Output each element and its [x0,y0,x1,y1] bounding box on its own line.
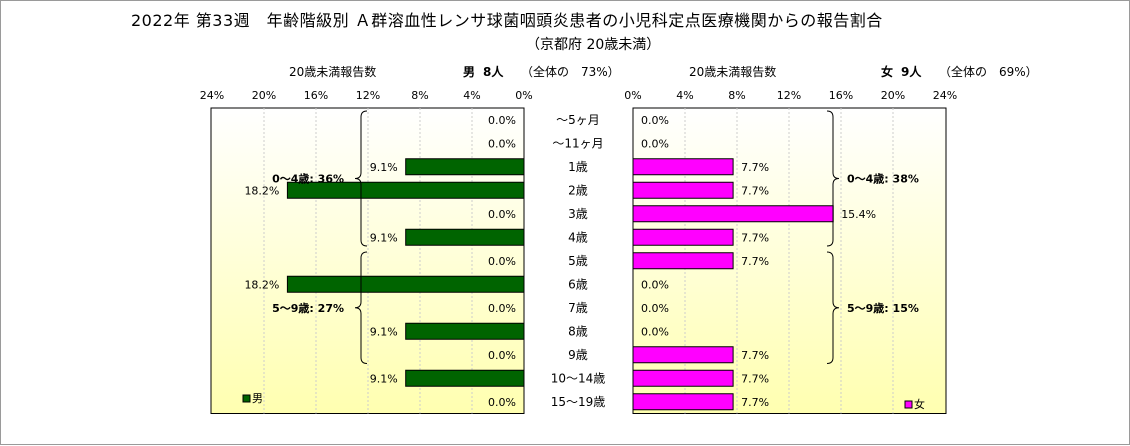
male-data-label: 9.1% [370,231,398,244]
left-share-label: （全体の 73%） [521,65,620,79]
right-x-tick-label: 20% [881,89,905,102]
chart-title: 2022年 第33週 年齢階級別 Ａ群溶血性レンサ球菌咽頭炎患者の小児科定点医療… [131,11,883,30]
female-bar [632,158,734,176]
female-bar [632,393,734,411]
left-group-label: 5〜9歳: 27% [272,301,344,315]
category-label: 8歳 [568,324,588,338]
right-group-label: 0〜4歳: 38% [847,172,919,186]
category-label: 2歳 [568,183,588,197]
right-x-tick-label: 0% [624,89,641,102]
female-data-label: 15.4% [841,208,876,221]
female-legend-swatch [904,400,913,409]
male-data-label: 9.1% [370,161,398,174]
right-x-tick-label: 8% [728,89,745,102]
left-group-brace [354,251,368,364]
category-label: 1歳 [568,160,588,174]
female-data-label: 7.7% [741,231,769,244]
female-data-label: 0.0% [641,137,669,150]
male-data-label: 0.0% [488,137,516,150]
right-group-brace [826,251,840,364]
left-x-tick-label: 8% [411,89,428,102]
female-data-label: 7.7% [741,349,769,362]
category-label: 6歳 [568,277,588,291]
male-data-label: 0.0% [488,302,516,315]
right-share-label: （全体の 69%） [939,65,1038,79]
male-data-label: 9.1% [370,372,398,385]
male-bar [405,228,525,246]
category-label: 〜11ヶ月 [552,136,603,150]
category-label: 4歳 [568,230,588,244]
chart-subtitle: （京都府 20歳未満） [526,37,661,53]
female-bar [632,369,734,387]
category-label: 10〜14歳 [551,371,606,385]
left-x-tick-label: 20% [252,89,276,102]
right-x-tick-label: 24% [933,89,957,102]
male-bar [405,158,525,176]
category-label: 9歳 [568,348,588,362]
female-data-label: 0.0% [641,114,669,127]
female-data-label: 7.7% [741,255,769,268]
female-data-label: 7.7% [741,396,769,409]
female-bar [632,346,734,364]
left-x-tick-label: 0% [515,89,532,102]
male-bar [405,369,525,387]
right-metric-label: 20歳未満報告数 [689,65,777,79]
right-sex-label: 女 [881,65,894,79]
male-data-label: 9.1% [370,325,398,338]
left-x-tick-label: 24% [200,89,224,102]
left-group-brace [354,110,368,247]
female-bar [632,252,734,270]
left-count-label: 8人 [483,65,504,79]
category-label: 15〜19歳 [551,395,606,409]
female-data-label: 7.7% [741,184,769,197]
category-label: 5歳 [568,254,588,268]
right-x-tick-label: 12% [777,89,801,102]
female-bar [632,181,734,199]
male-data-label: 0.0% [488,255,516,268]
right-group-label: 5〜9歳: 15% [847,301,919,315]
left-metric-label: 20歳未満報告数 [289,65,377,79]
left-x-tick-label: 4% [463,89,480,102]
left-x-tick-label: 16% [304,89,328,102]
male-data-label: 0.0% [488,208,516,221]
female-data-label: 7.7% [741,372,769,385]
male-legend-swatch [242,394,251,403]
right-x-tick-label: 4% [676,89,693,102]
female-data-label: 7.7% [741,161,769,174]
right-x-tick-label: 16% [829,89,853,102]
left-sex-label: 男 [463,65,476,79]
male-legend-label: 男 [252,392,263,405]
right-group-brace [826,110,840,247]
male-bar [286,275,525,293]
category-label: 7歳 [568,301,588,315]
male-data-label: 0.0% [488,396,516,409]
female-data-label: 0.0% [641,278,669,291]
male-bar [286,181,525,199]
category-label: 3歳 [568,207,588,221]
female-bar [632,228,734,246]
male-data-label: 18.2% [244,278,279,291]
female-data-label: 0.0% [641,325,669,338]
female-data-label: 0.0% [641,302,669,315]
left-group-label: 0〜4歳: 36% [272,172,344,186]
female-bar [632,205,834,223]
female-legend-label: 女 [914,397,925,411]
male-data-label: 0.0% [488,114,516,127]
male-bar [405,322,525,340]
category-label: 〜5ヶ月 [556,113,600,127]
left-x-tick-label: 12% [356,89,380,102]
male-data-label: 0.0% [488,349,516,362]
right-count-label: 9人 [901,65,922,79]
male-data-label: 18.2% [244,184,279,197]
